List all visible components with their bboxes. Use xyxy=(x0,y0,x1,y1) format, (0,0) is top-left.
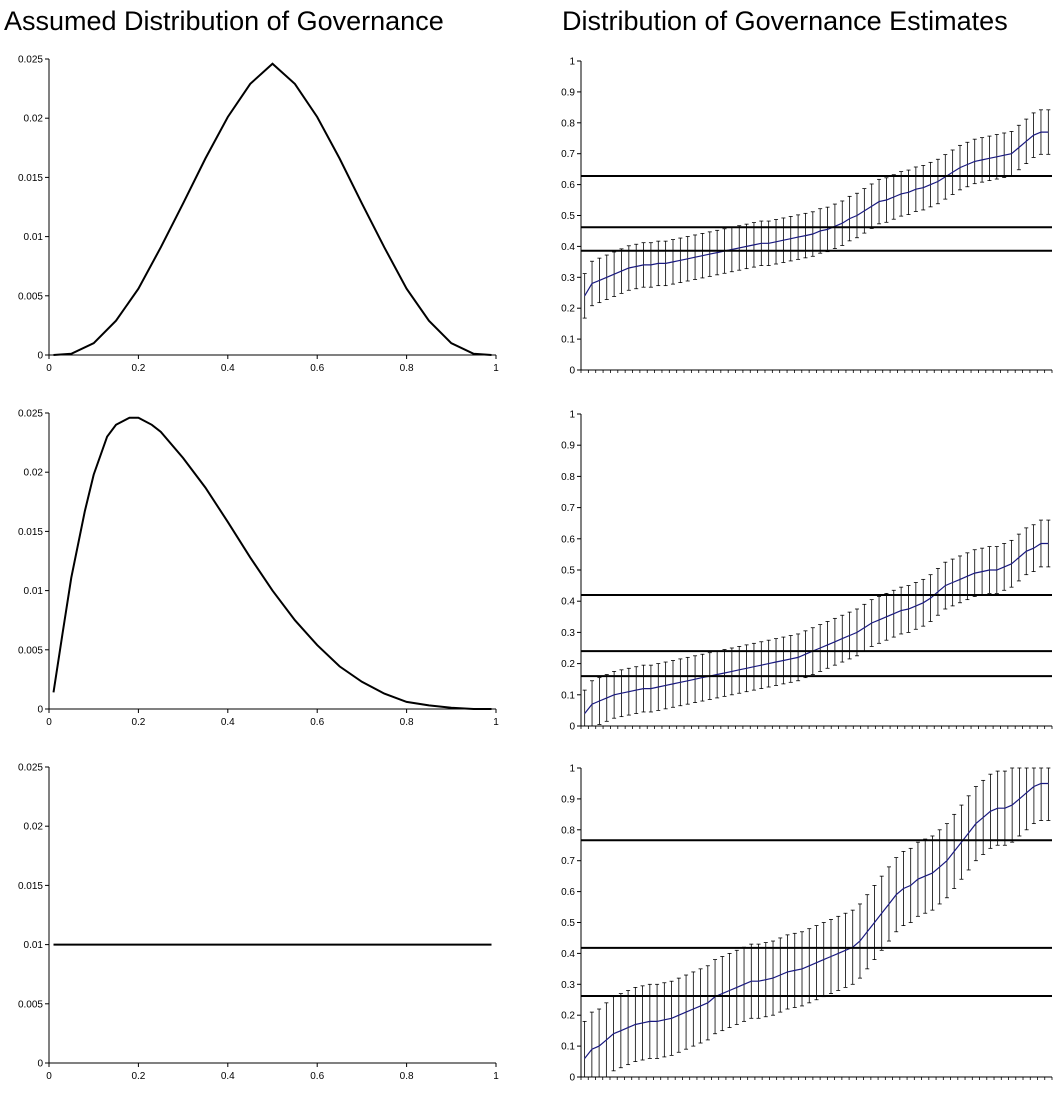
x-tick-label: 0.2 xyxy=(131,363,145,374)
density-curve xyxy=(52,416,492,710)
y-tick-label: 0.005 xyxy=(18,999,43,1010)
y-tick-label: 0.025 xyxy=(18,55,43,66)
error-bar xyxy=(590,680,595,727)
y-tick-label: 0.5 xyxy=(561,211,575,222)
y-tick-label: 0.015 xyxy=(18,881,43,892)
y-tick-label: 0.2 xyxy=(561,1011,575,1022)
chart-estimates-3: 0 0.1 0.2 0.3 0.4 0.5 0.6 0.7 0.8 0.9 1 xyxy=(561,764,1053,1084)
x-tick-label: 0 xyxy=(46,1071,52,1082)
y-tick-label: 0.8 xyxy=(561,472,575,483)
y-tick-label: 0.3 xyxy=(561,273,575,284)
y-tick-label: 0 xyxy=(569,366,575,377)
y-tick-label: 0 xyxy=(569,722,575,733)
error-bar xyxy=(1046,109,1051,155)
y-tick-label: 0.1 xyxy=(561,335,575,346)
x-tick-label: 0.2 xyxy=(131,717,145,728)
chart-assumed-2: 0 0.005 0.01 0.015 0.02 0.025 0 0.2 0.4 0.6 0.8 1 xyxy=(18,409,499,729)
error-bar xyxy=(582,1020,587,1078)
y-tick-label: 0.8 xyxy=(561,825,575,836)
y-tick-label: 0.01 xyxy=(24,232,44,243)
y-tick-label: 0.015 xyxy=(18,173,43,184)
error-bar xyxy=(597,1008,602,1078)
y-tick-label: 0.01 xyxy=(24,586,44,597)
y-tick-label: 0.3 xyxy=(561,980,575,991)
right-column-title: Distribution of Governance Estimates xyxy=(562,6,1008,36)
y-tick-label: 0.2 xyxy=(561,659,575,670)
chart-assumed-1: 0 0.005 0.01 0.015 0.02 0.025 0 0.2 0.4 0.6 0.8 1 xyxy=(18,55,499,375)
x-tick-label: 0.4 xyxy=(221,717,235,728)
y-tick-label: 0.005 xyxy=(18,291,43,302)
y-tick-label: 0.6 xyxy=(561,887,575,898)
y-tick-label: 1 xyxy=(569,57,575,68)
x-tick-label: 0.4 xyxy=(221,1071,235,1082)
y-tick-label: 0.5 xyxy=(561,566,575,577)
x-tick-label: 0.4 xyxy=(221,363,235,374)
y-tick-label: 0.005 xyxy=(18,645,43,656)
error-bar xyxy=(582,689,587,727)
y-tick-label: 0.1 xyxy=(561,690,575,701)
density-curve xyxy=(53,62,492,356)
y-tick-label: 0.01 xyxy=(24,940,44,951)
left-column-title: Assumed Distribution of Governance xyxy=(4,6,444,36)
x-tick-label: 0 xyxy=(46,717,52,728)
y-tick-label: 0.1 xyxy=(561,1042,575,1053)
y-tick-label: 0.7 xyxy=(561,856,575,867)
error-bar xyxy=(1024,767,1029,831)
y-tick-label: 0 xyxy=(569,1073,575,1084)
y-tick-label: 0.8 xyxy=(561,118,575,129)
estimate-line xyxy=(584,782,1049,1059)
y-tick-label: 0.02 xyxy=(24,822,44,833)
y-tick-label: 0.9 xyxy=(561,441,575,452)
chart-estimates-2: 0 0.1 0.2 0.3 0.4 0.5 0.6 0.7 0.8 0.9 1 xyxy=(561,410,1053,733)
y-tick-label: 0 xyxy=(37,1059,43,1070)
chart-estimates-1: 0 0.1 0.2 0.3 0.4 0.5 0.6 0.7 0.8 0.9 1 xyxy=(561,57,1053,377)
x-tick-label: 1 xyxy=(493,363,499,374)
x-tick-label: 0.6 xyxy=(310,363,324,374)
x-tick-label: 0.8 xyxy=(400,717,414,728)
y-tick-label: 0.4 xyxy=(561,242,575,253)
y-tick-label: 0.6 xyxy=(561,534,575,545)
y-tick-label: 1 xyxy=(569,410,575,421)
y-tick-label: 0.4 xyxy=(561,597,575,608)
error-bar xyxy=(1046,767,1051,821)
x-tick-label: 1 xyxy=(493,717,499,728)
y-tick-label: 0.02 xyxy=(24,468,44,479)
y-tick-label: 0.025 xyxy=(18,409,43,420)
y-tick-label: 0.5 xyxy=(561,918,575,929)
x-tick-label: 0.6 xyxy=(310,1071,324,1082)
y-tick-label: 0.9 xyxy=(561,87,575,98)
y-tick-label: 0.7 xyxy=(561,503,575,514)
y-tick-label: 0.6 xyxy=(561,180,575,191)
y-tick-label: 0 xyxy=(37,705,43,716)
x-tick-label: 1 xyxy=(493,1071,499,1082)
y-tick-label: 0.015 xyxy=(18,527,43,538)
y-tick-label: 0.02 xyxy=(24,114,44,125)
y-tick-label: 0.4 xyxy=(561,949,575,960)
estimate-line xyxy=(584,131,1049,297)
x-tick-label: 0.8 xyxy=(400,1071,414,1082)
y-tick-label: 1 xyxy=(569,764,575,775)
chart-assumed-3: 0 0.005 0.01 0.015 0.02 0.025 0 0.2 0.4 0.6 0.8 1 xyxy=(18,763,499,1083)
x-tick-label: 0 xyxy=(46,363,52,374)
x-tick-label: 0.8 xyxy=(400,363,414,374)
error-bar xyxy=(1017,767,1022,837)
estimate-line xyxy=(584,542,1049,714)
x-tick-label: 0.2 xyxy=(131,1071,145,1082)
y-tick-label: 0 xyxy=(37,351,43,362)
error-bar xyxy=(582,273,587,319)
x-tick-label: 0.6 xyxy=(310,717,324,728)
error-bar xyxy=(1039,767,1044,821)
y-tick-label: 0.9 xyxy=(561,794,575,805)
error-bar xyxy=(1031,767,1036,825)
y-tick-label: 0.025 xyxy=(18,763,43,774)
y-tick-label: 0.2 xyxy=(561,304,575,315)
y-tick-label: 0.7 xyxy=(561,149,575,160)
y-tick-label: 0.3 xyxy=(561,628,575,639)
error-bar xyxy=(589,1011,594,1078)
error-bar xyxy=(1046,519,1051,568)
